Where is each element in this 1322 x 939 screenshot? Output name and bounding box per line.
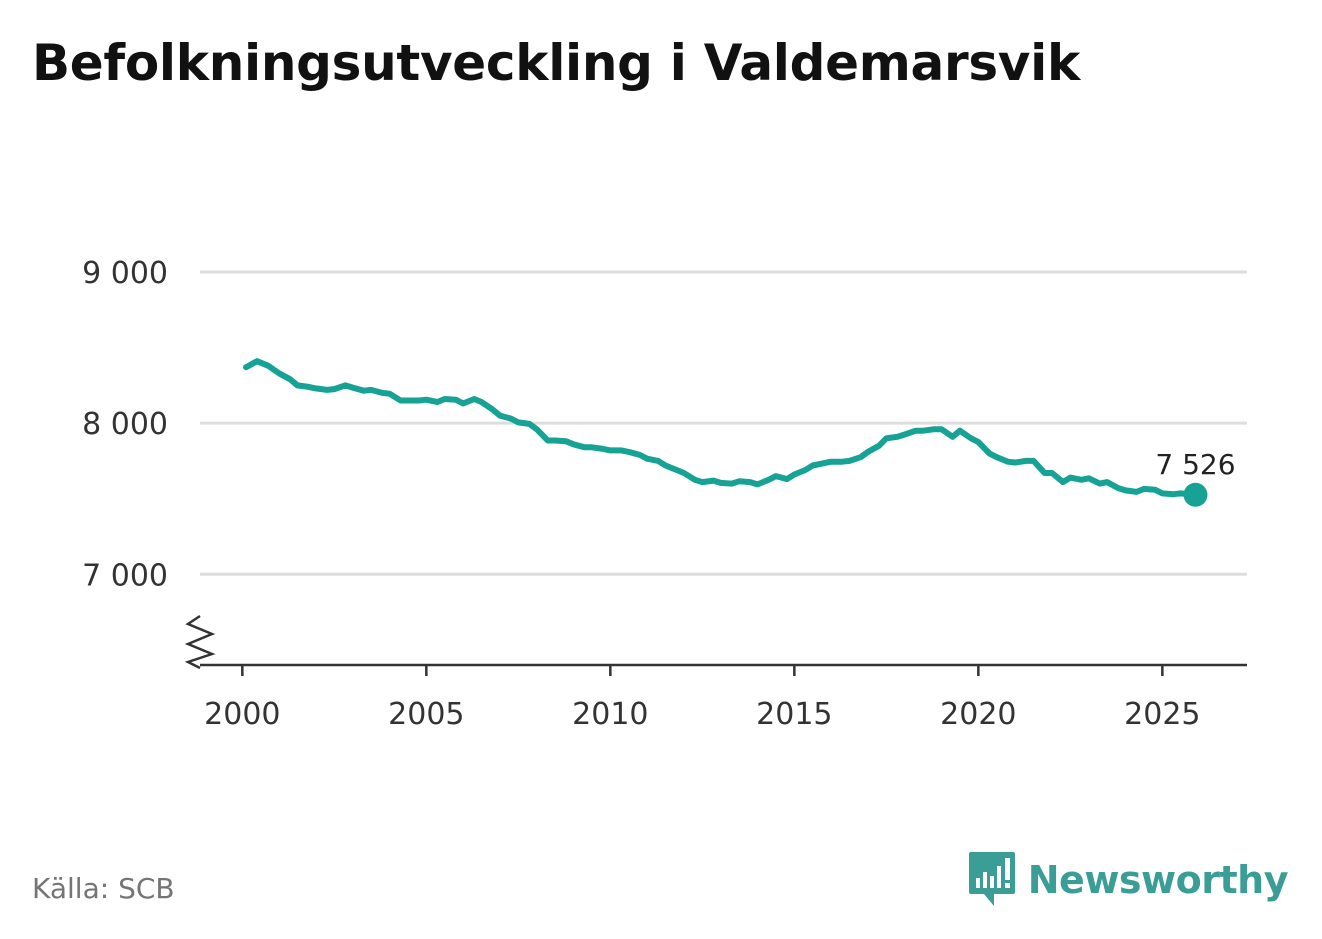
end-point-marker [1183, 482, 1208, 507]
y-axis: 7 000 8 000 9 000 [82, 256, 168, 593]
x-tick-label: 2005 [388, 697, 464, 732]
x-tick-label: 2010 [572, 697, 648, 732]
page-title: Befolkningsutveckling i Valdemarsvik [32, 34, 1080, 92]
x-tick-label: 2020 [940, 697, 1016, 732]
brand-name: Newsworthy [1027, 858, 1289, 902]
gridlines [200, 270, 1247, 576]
x-tick-label: 2015 [756, 697, 832, 732]
axis-break-icon [184, 614, 216, 670]
y-tick-label: 7 000 [82, 558, 168, 593]
brand-logo: Newsworthy [968, 850, 1289, 910]
series-layer: 7 526 [243, 358, 1236, 507]
newsworthy-chart-logo-icon [968, 852, 1015, 906]
end-value-label: 7 526 [1155, 448, 1235, 481]
source-note: Källa: SCB [32, 872, 175, 905]
y-tick-label: 8 000 [82, 407, 168, 442]
x-tick-label: 2000 [204, 697, 280, 732]
x-axis: 2000 2005 2010 2015 2020 2025 [184, 614, 1247, 732]
series-line [243, 358, 1199, 498]
x-tick-label: 2025 [1124, 697, 1200, 732]
y-tick-label: 9 000 [82, 256, 168, 291]
